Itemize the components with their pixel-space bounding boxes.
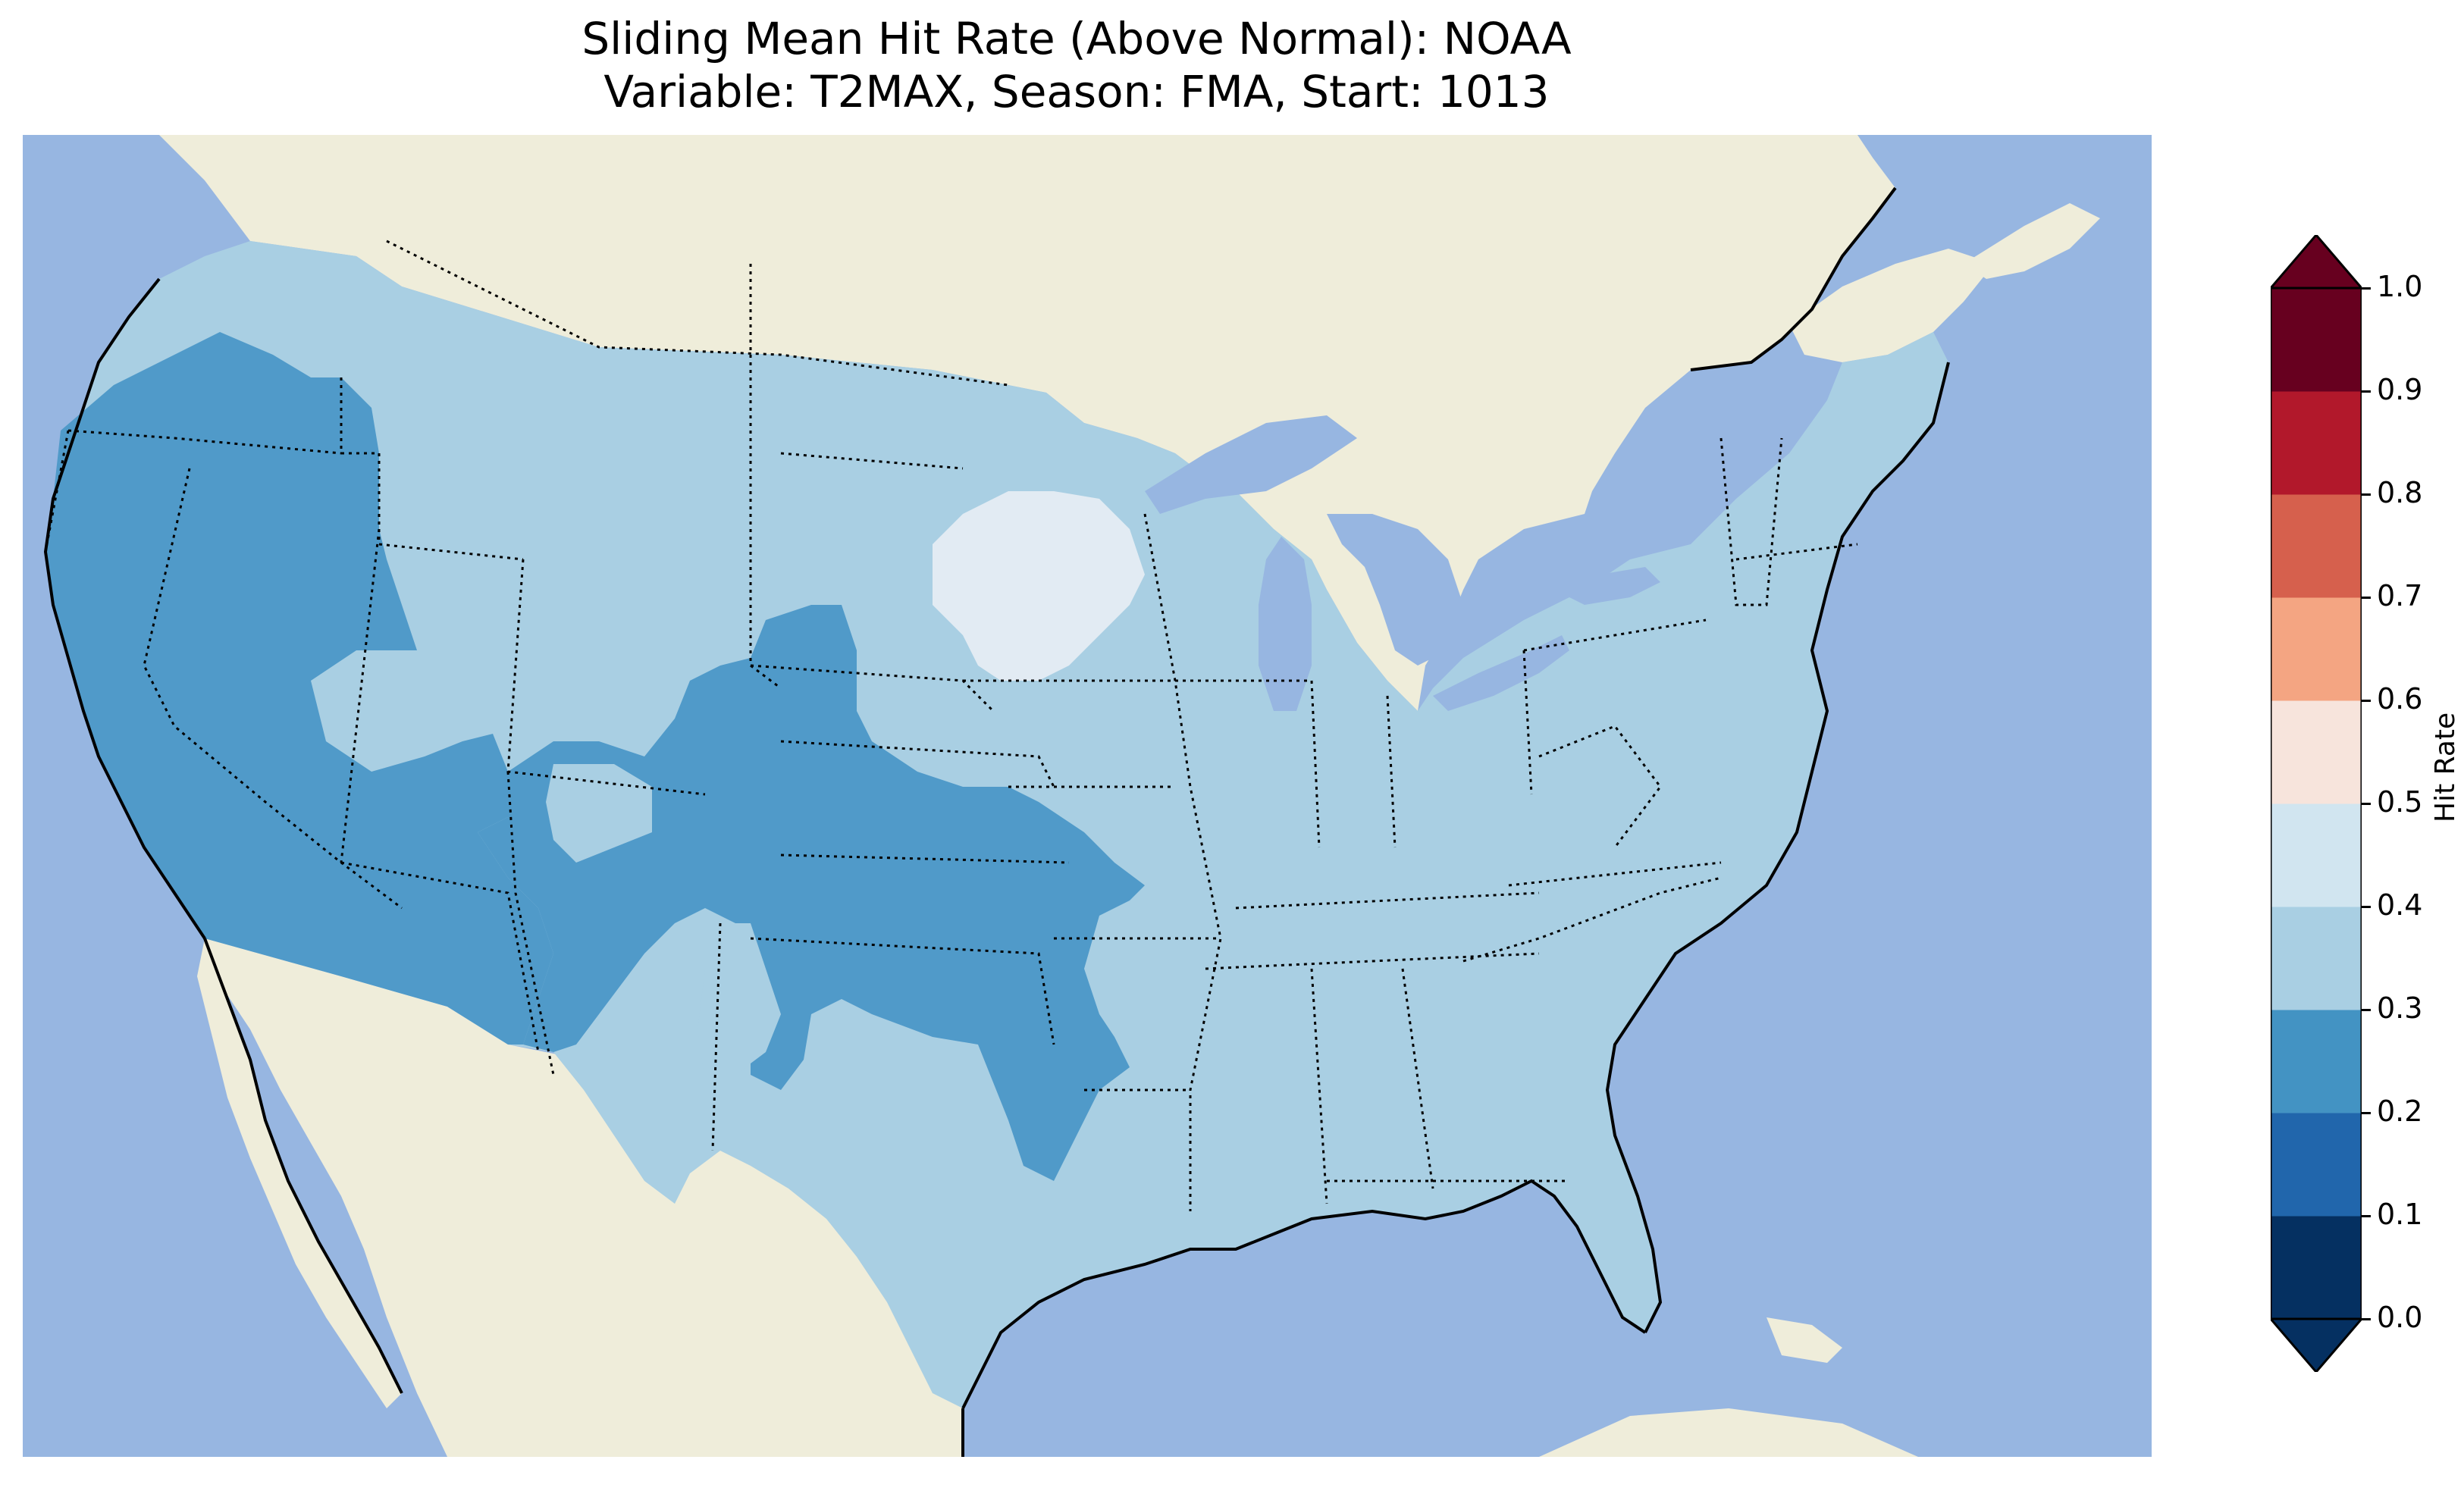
colorbar-tick-mark [2362,1009,2371,1011]
border-tn-ms-al [1205,952,1540,970]
colorbar-tick-label: 0.2 [2377,1095,2423,1128]
coastlines [43,186,1950,1457]
colorbar-tick-label: 0.5 [2377,785,2423,819]
colorbar-tick-label: 0.3 [2377,991,2423,1025]
colorbar-band [2271,494,2362,598]
coast-west [43,277,206,940]
border-ne-ks [780,740,1055,788]
border-new-england [1735,543,1858,561]
colorbar-band [2271,391,2362,495]
coast-baja [203,938,403,1394]
colorbar-tick-mark [2362,493,2371,496]
yucatan-land [1539,1408,1918,1457]
map-panel [23,135,2152,1457]
border-ny-vt-nh [1719,437,1783,606]
colorbar-band [2271,1010,2362,1113]
colorbar [2268,233,2365,1374]
lake-huron [1327,514,1463,666]
map-canvas [23,135,2152,1457]
border-id-mt-wy [340,377,524,561]
colorbar-band [2271,288,2362,392]
border-wa-or [67,429,342,455]
lake-ontario [1554,567,1660,605]
colorbar-tick-mark [2362,1318,2371,1320]
region-low-central [478,605,1145,1181]
cuba-land [1766,1317,1842,1363]
border-oh-pa [1522,650,1533,795]
colorbar-tick-label: 0.4 [2377,888,2423,922]
colorbar-tick-mark [2362,700,2371,702]
border-va-nc [1508,861,1722,887]
border-ks-ok [780,853,1070,864]
region-low-west [45,332,553,1045]
lake-michigan [1259,537,1312,711]
border-pa-ny [1523,619,1707,652]
border-ga-sc-nc [1462,876,1722,963]
region-mid-ut [546,764,652,863]
border-wi-il-in [1190,679,1321,848]
colorbar-tick-label: 0.6 [2377,682,2423,716]
colorbar-tick-mark [2362,1215,2371,1217]
border-ky-tn [1235,891,1540,910]
colorbar-band [2271,1216,2362,1320]
colorbar-tick-mark [2362,906,2371,908]
lake-superior [1145,415,1357,514]
canada-land [159,135,1895,711]
border-us-canada [386,240,1009,387]
border-ok-tx [750,937,1055,1045]
colorbar-band [2271,803,2362,907]
border-wv-va [1538,725,1662,848]
border-az-nm [340,861,540,1053]
colorbar-label: Hit Rate [2430,712,2461,822]
colorbar-band [2271,700,2362,804]
colorbar-tick-label: 1.0 [2377,270,2423,303]
colorbar-tick-mark [2362,287,2371,290]
border-ms-al [1310,968,1328,1204]
colorbar-band [2271,1113,2362,1217]
colorbar-tick-label: 0.1 [2377,1198,2423,1231]
map-title-line2: Variable: T2MAX, Season: FMA, Start: 101… [603,66,1550,117]
lake-erie [1433,635,1569,711]
border-oh-in [1386,695,1397,848]
border-nd-sd [780,452,964,470]
colorbar-tick-mark [2362,1112,2371,1114]
colorbar-tick-label: 0.9 [2377,373,2423,406]
map-title-line1: Sliding Mean Hit Rate (Above Normal): NO… [582,13,1572,64]
coast-stlawrence [1690,186,1897,371]
colorbar-band [2271,597,2362,701]
colorbar-tick-label: 0.0 [2377,1301,2423,1334]
colorbar-tick-label: 0.7 [2377,579,2423,612]
colorbar-tick-mark [2362,803,2371,805]
border-tx-nm [711,922,722,1151]
state-borders [44,240,1858,1211]
mexico-land [205,938,963,1457]
colorbar-svg [2268,233,2365,1374]
border-al-ga [1401,968,1434,1189]
colorbar-top-arrow [2268,233,2365,290]
border-nv-ut [340,528,381,863]
coast-east [1605,362,1950,1333]
region-high-plains [933,491,1145,681]
colorbar-tick-label: 0.8 [2377,476,2423,509]
maritimes-land [1789,249,1994,362]
colorbar-tick-mark [2362,597,2371,599]
nova-scotia-land [1964,203,2100,279]
colorbar-bottom-arrow [2268,1317,2365,1374]
coast-gulf [961,1179,1647,1409]
border-co-nm [506,771,555,1076]
colorbar-band [2271,907,2362,1010]
colorbar-tick-mark [2362,390,2371,393]
